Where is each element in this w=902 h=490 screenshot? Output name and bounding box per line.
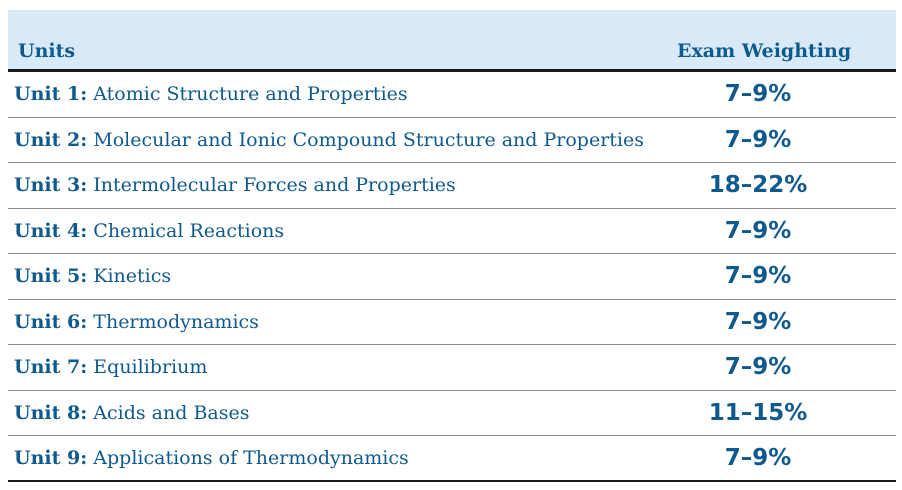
exam-weighting-column-header: Exam Weighting: [677, 40, 852, 62]
weight-cell: 7–9%: [724, 444, 792, 471]
unit-cell: Unit 9: Applications of Thermodynamics: [14, 447, 409, 469]
table-row: Unit 3: Intermolecular Forces and Proper…: [8, 163, 896, 209]
unit-number: Unit 1:: [14, 83, 88, 106]
unit-cell: Unit 2: Molecular and Ionic Compound Str…: [14, 129, 644, 151]
weight-cell: 7–9%: [724, 126, 792, 153]
unit-title: Intermolecular Forces and Properties: [93, 174, 456, 197]
unit-cell: Unit 3: Intermolecular Forces and Proper…: [14, 174, 456, 196]
unit-number: Unit 4:: [14, 219, 88, 242]
unit-title: Equilibrium: [93, 356, 208, 379]
weight-cell: 18–22%: [708, 172, 808, 199]
unit-cell: Unit 4: Chemical Reactions: [14, 220, 284, 242]
unit-number: Unit 3:: [14, 174, 88, 197]
unit-cell: Unit 6: Thermodynamics: [14, 311, 259, 333]
table-row: Unit 2: Molecular and Ionic Compound Str…: [8, 118, 896, 163]
weight-cell: 7–9%: [724, 81, 792, 108]
weight-cell: 11–15%: [708, 399, 808, 426]
table-row: Unit 7: Equilibrium 7–9%: [8, 345, 896, 391]
table-row: Unit 1: Atomic Structure and Properties …: [8, 72, 896, 118]
table-row: Unit 4: Chemical Reactions 7–9%: [8, 209, 896, 254]
unit-cell: Unit 7: Equilibrium: [14, 356, 207, 378]
units-column-header: Units: [18, 40, 76, 62]
unit-number: Unit 6:: [14, 310, 88, 333]
table-row: Unit 6: Thermodynamics 7–9%: [8, 300, 896, 345]
unit-cell: Unit 8: Acids and Bases: [14, 402, 249, 424]
unit-title: Applications of Thermodynamics: [93, 446, 409, 469]
exam-weighting-table: Units Exam Weighting Unit 1: Atomic Stru…: [8, 10, 896, 482]
weight-cell: 7–9%: [724, 354, 792, 381]
weight-cell: 7–9%: [724, 263, 792, 290]
unit-number: Unit 5:: [14, 265, 88, 288]
table-row: Unit 8: Acids and Bases 11–15%: [8, 391, 896, 436]
unit-title: Chemical Reactions: [93, 219, 285, 242]
unit-title: Kinetics: [93, 265, 172, 288]
unit-title: Acids and Bases: [93, 401, 250, 424]
weight-cell: 7–9%: [724, 217, 792, 244]
table-row: Unit 9: Applications of Thermodynamics 7…: [8, 436, 896, 482]
unit-number: Unit 2:: [14, 128, 88, 151]
unit-title: Thermodynamics: [93, 310, 259, 333]
unit-number: Unit 9:: [14, 446, 88, 469]
unit-title: Molecular and Ionic Compound Structure a…: [93, 128, 644, 151]
weight-cell: 7–9%: [724, 308, 792, 335]
table-row: Unit 5: Kinetics 7–9%: [8, 254, 896, 300]
unit-number: Unit 7:: [14, 356, 88, 379]
unit-cell: Unit 1: Atomic Structure and Properties: [14, 83, 408, 105]
unit-cell: Unit 5: Kinetics: [14, 265, 171, 287]
table-header: Units Exam Weighting: [8, 10, 896, 72]
unit-number: Unit 8:: [14, 401, 88, 424]
unit-title: Atomic Structure and Properties: [93, 83, 408, 106]
